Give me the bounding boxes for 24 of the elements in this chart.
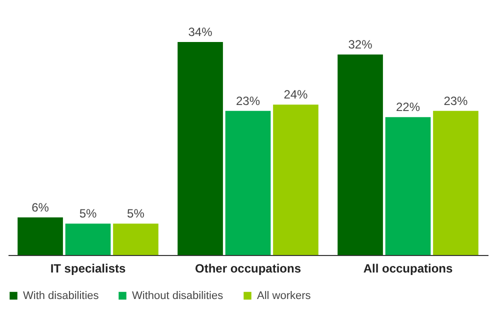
data-label: 6% (32, 200, 50, 214)
x-tick-label: IT specialists (50, 262, 126, 276)
legend-label: With disabilities (23, 290, 100, 302)
data-label: 22% (396, 100, 420, 114)
bar (273, 104, 318, 255)
x-tick-label: All occupations (363, 262, 453, 276)
bar (65, 224, 111, 255)
bar (18, 217, 63, 255)
bar (225, 110, 271, 255)
bar (338, 54, 383, 255)
data-label: 23% (444, 94, 468, 108)
bar (113, 224, 158, 255)
data-label: 24% (284, 88, 308, 102)
data-label: 34% (188, 25, 213, 39)
x-tick-label: Other occupations (194, 262, 302, 276)
bar (178, 42, 223, 255)
data-label: 32% (348, 38, 373, 52)
legend-label: Without disabilities (132, 290, 224, 302)
bar (433, 110, 478, 255)
bar (385, 117, 431, 255)
legend-label: All workers (257, 290, 312, 302)
data-label: 5% (79, 206, 97, 221)
data-label: 23% (236, 94, 260, 108)
data-label: 5% (127, 206, 145, 221)
